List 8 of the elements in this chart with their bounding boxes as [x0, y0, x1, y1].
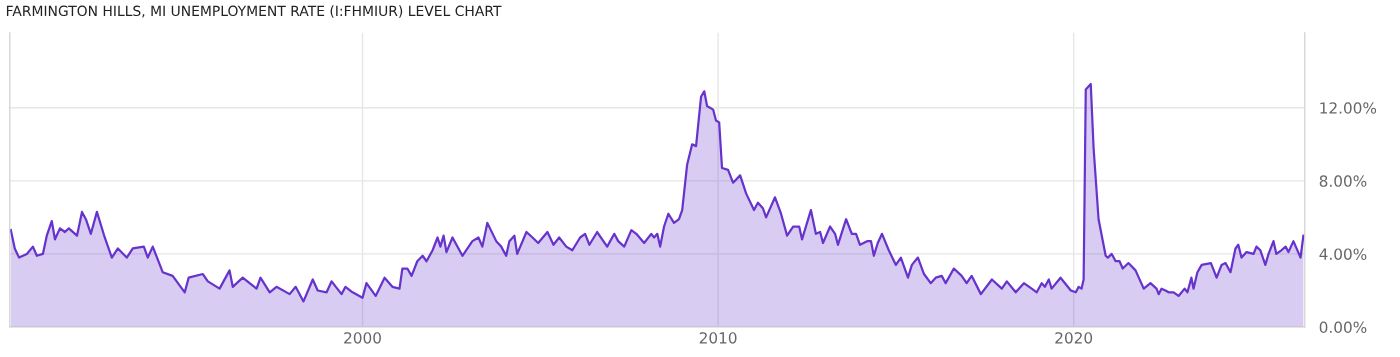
x-tick-label: 2020	[1055, 332, 1093, 344]
y-tick-label: 4.00%	[1319, 248, 1367, 260]
x-tick-label: 2000	[344, 332, 381, 344]
y-tick-label: 12.00%	[1320, 102, 1377, 114]
y-tick-label: 8.00%	[1319, 175, 1367, 187]
chart-title: FARMINGTON HILLS, MI UNEMPLOYMENT RATE (I:FHMIUR) LEVEL CHART	[6, 5, 502, 18]
y-tick-label: 0.00%	[1319, 321, 1367, 334]
x-tick-label: 2010	[699, 332, 737, 344]
